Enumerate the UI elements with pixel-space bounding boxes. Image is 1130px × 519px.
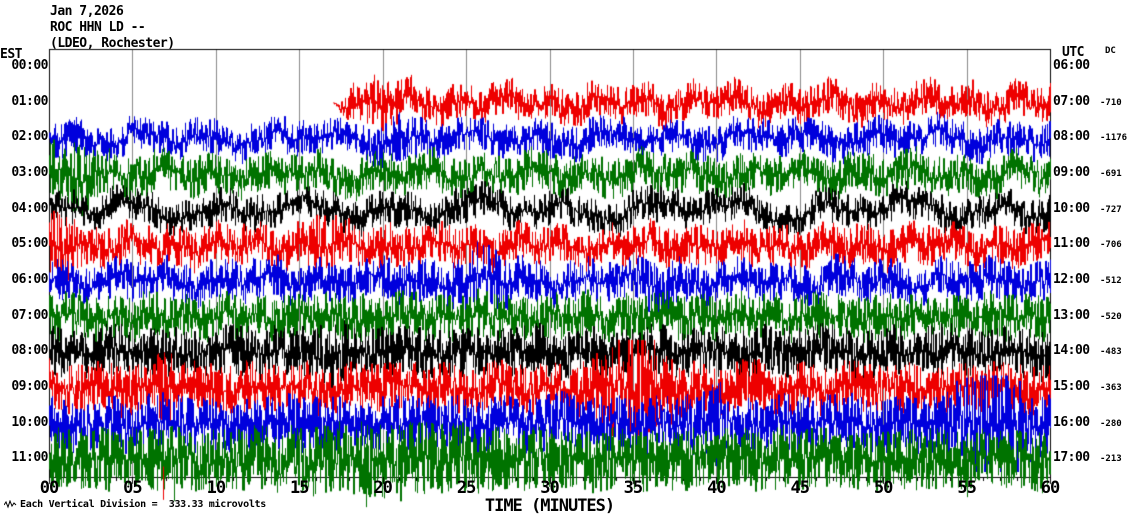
utc-time-label: 16:00 [1053,414,1090,430]
est-time-label: 07:00 [11,307,48,323]
dc-offset-value: -706 [1100,240,1122,251]
utc-time-label: 15:00 [1053,378,1090,394]
dc-offset-value: -1176 [1100,133,1128,144]
x-axis-tick-label: 15 [290,478,309,498]
dc-offset-value: -213 [1100,454,1122,465]
x-axis-tick-label: 60 [1040,478,1060,498]
utc-time-label: 06:00 [1053,57,1090,73]
x-axis-tick-label: 45 [790,478,810,498]
est-time-label: 00:00 [11,57,48,73]
dc-offset-value: -363 [1100,382,1122,393]
seismic-squiggle-icon [4,500,17,509]
dc-offset-value: -691 [1100,168,1122,179]
utc-time-label: 10:00 [1053,200,1090,216]
utc-axis-header: UTC [1062,45,1084,60]
est-time-label: 11:00 [11,450,48,466]
title-date: Jan 7,2026 [50,4,124,19]
est-time-label: 06:00 [11,271,48,287]
utc-time-label: 09:00 [1053,164,1090,180]
utc-time-label: 11:00 [1053,236,1090,252]
x-axis-tick-label: 55 [957,478,976,498]
dc-offset-value: -520 [1100,311,1122,322]
utc-time-label: 13:00 [1053,307,1090,323]
x-axis-tick-label: 20 [373,478,392,498]
x-axis-tick-label: 40 [707,478,726,498]
est-time-label: 08:00 [11,343,48,359]
utc-time-label: 17:00 [1053,450,1090,466]
dc-offset-value: -727 [1100,204,1122,215]
est-time-label: 09:00 [11,378,48,394]
est-time-label: 10:00 [11,414,48,430]
dc-offset-value: -483 [1100,347,1122,358]
vertical-division-scale-note: Each Vertical Division = 333.33 microvol… [20,499,266,510]
x-axis-title: TIME (MINUTES) [484,496,615,516]
dc-offset-value: -280 [1100,418,1122,429]
title-location: (LDEO, Rochester) [50,36,175,51]
title-station: ROC HHN LD -- [50,20,146,35]
utc-time-label: 14:00 [1053,343,1090,359]
x-axis-tick-label: 35 [623,478,643,498]
x-axis-tick-label: 50 [873,478,893,498]
est-time-label: 03:00 [11,164,48,180]
x-axis-tick-label: 00 [39,478,59,498]
est-time-label: 01:00 [11,93,48,109]
est-axis-header: EST [0,47,22,62]
dc-offset-value: -512 [1100,275,1122,286]
utc-time-label: 08:00 [1053,129,1090,145]
x-axis-tick-label: 25 [456,478,476,498]
est-time-label: 02:00 [11,129,48,145]
dc-offset-value: -710 [1100,97,1122,108]
x-axis-tick-label: 30 [540,478,559,498]
utc-time-label: 12:00 [1053,271,1090,287]
x-axis-tick-label: 05 [123,478,142,498]
dc-column-header: DC [1105,46,1116,56]
utc-time-label: 07:00 [1053,93,1090,109]
est-time-label: 04:00 [11,200,48,216]
x-axis-tick-label: 10 [206,478,226,498]
est-time-label: 05:00 [11,236,48,252]
